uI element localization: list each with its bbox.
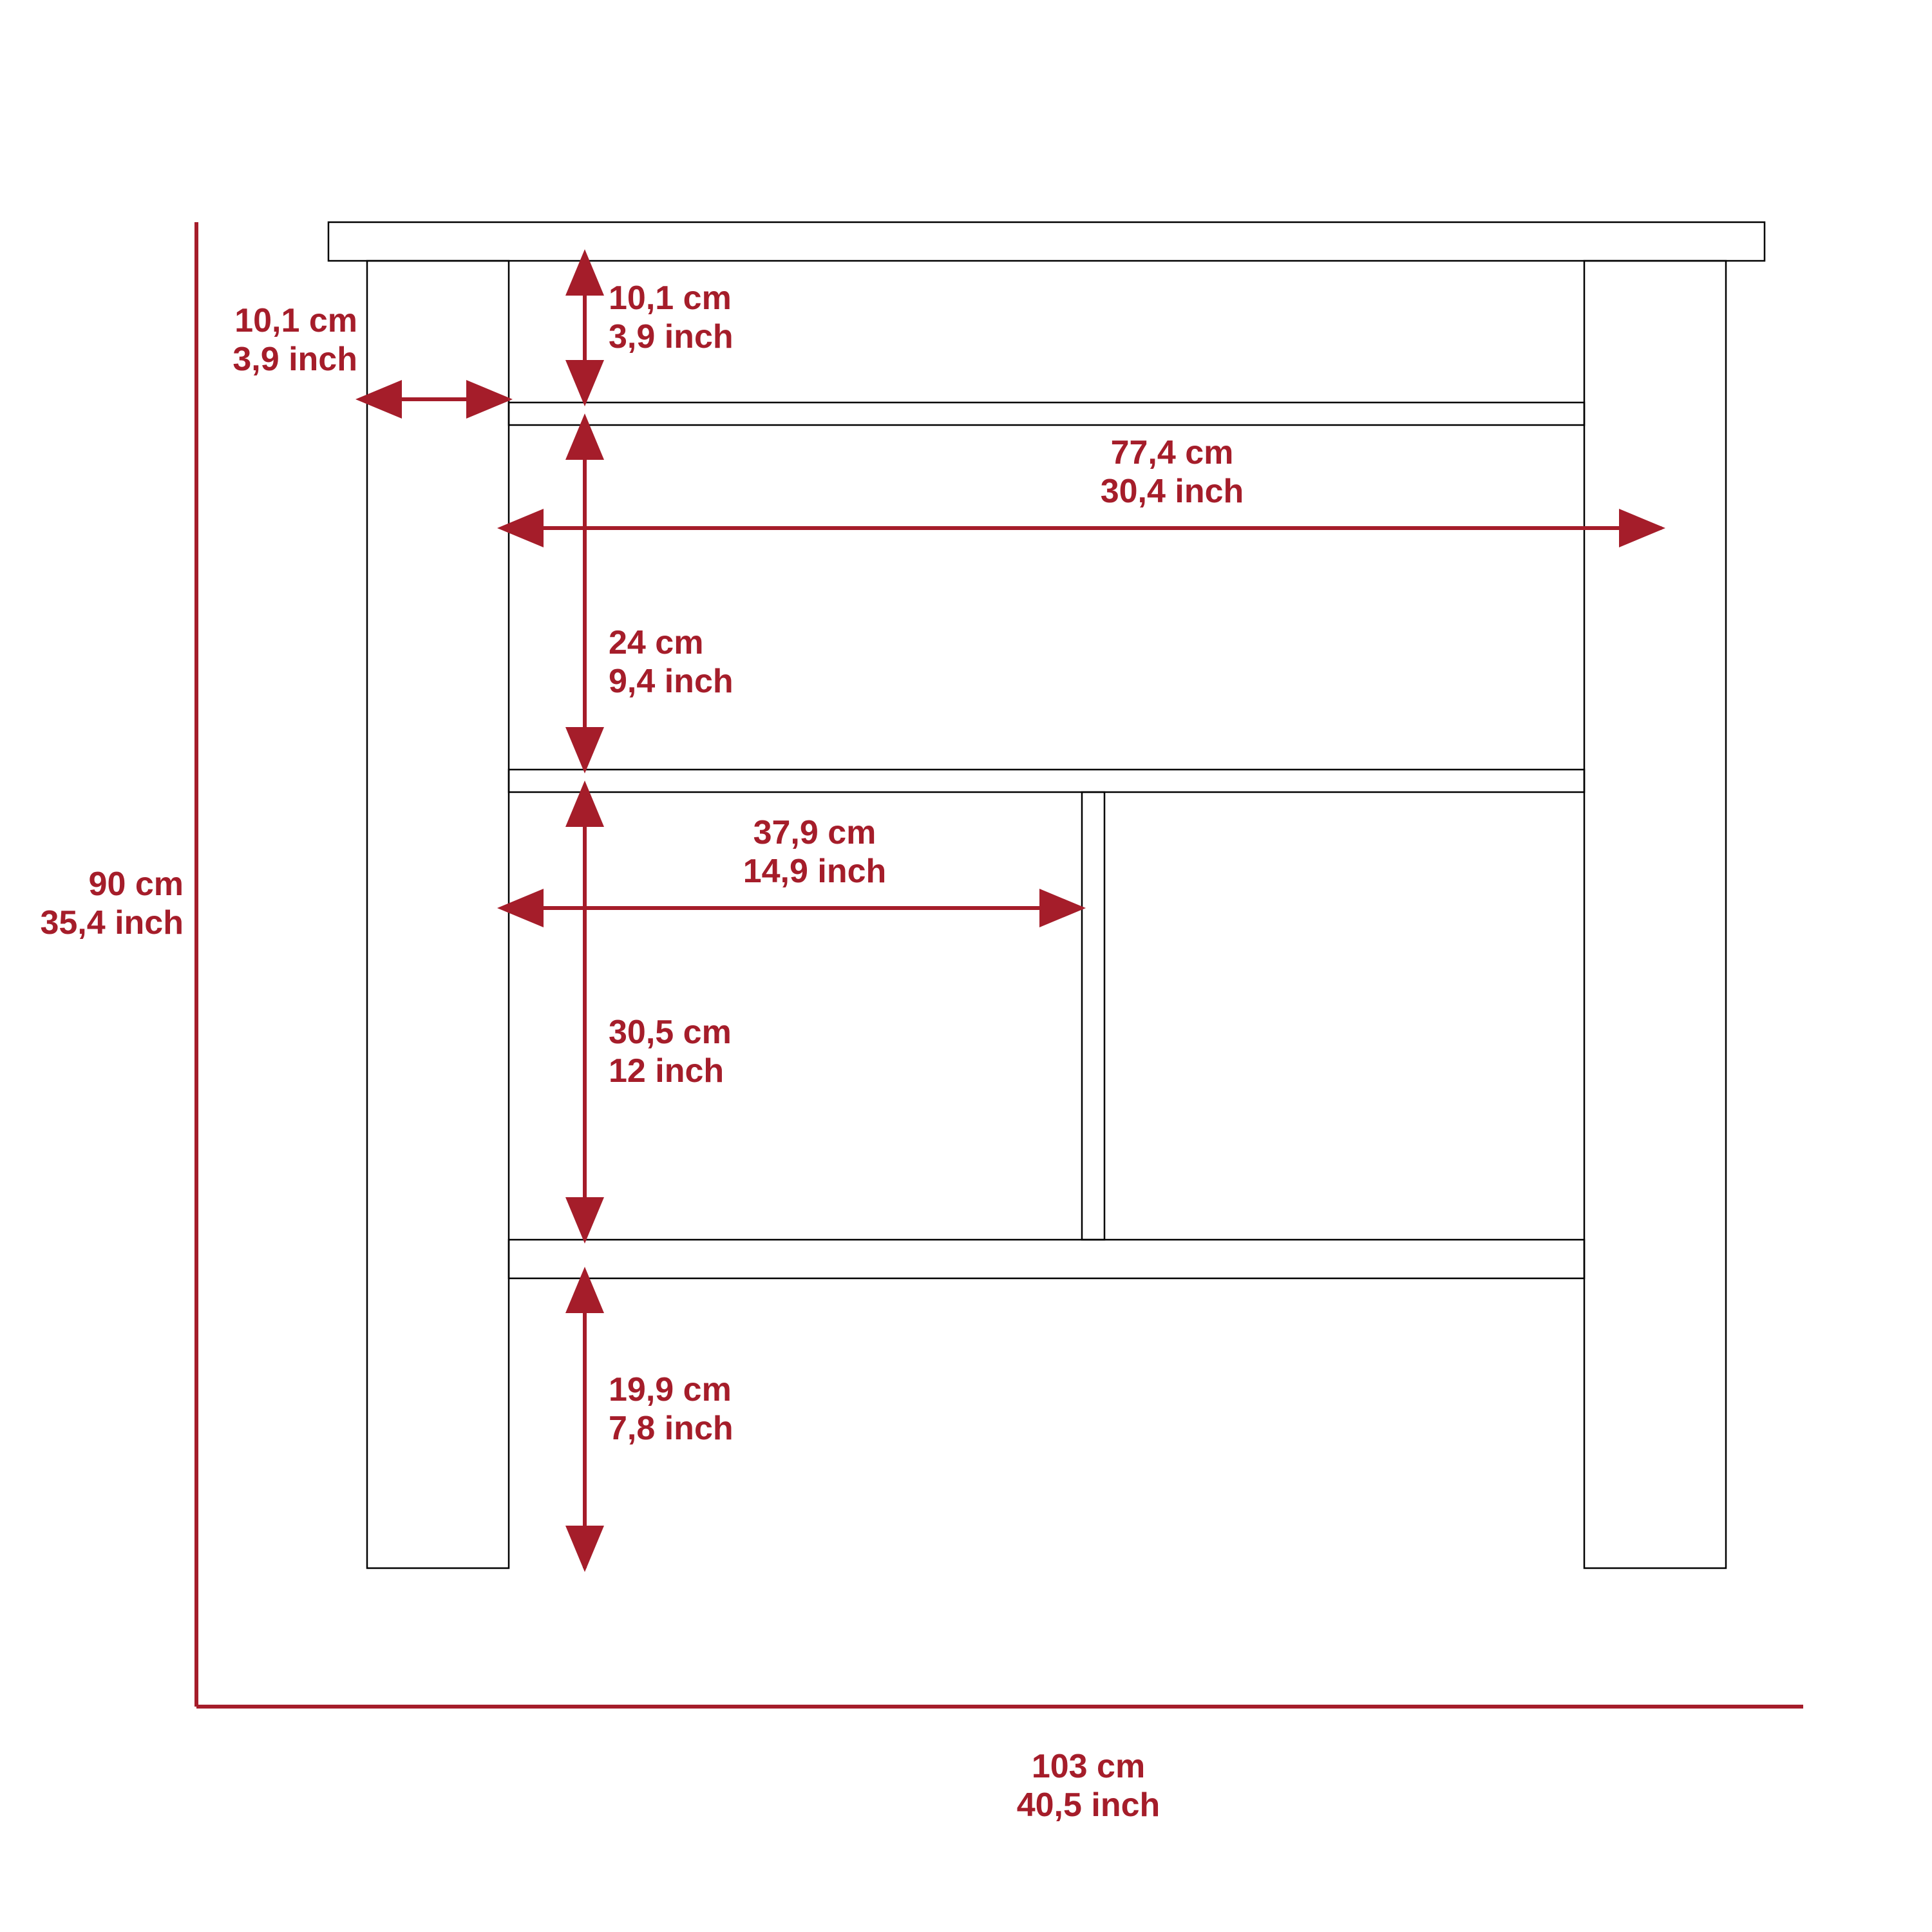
dim-top-gap-inch: 3,9 inch bbox=[609, 318, 734, 355]
dim-middle-opening-cm: 30,5 cm bbox=[609, 1014, 732, 1051]
furniture-dimension-diagram: 90 cm 35,4 inch 103 cm 40,5 inch 10,1 cm… bbox=[0, 0, 1932, 1932]
dim-left-compartment-inch: 14,9 inch bbox=[743, 853, 887, 890]
dim-overall-width-inch: 40,5 inch bbox=[1017, 1786, 1160, 1824]
dim-overall-height-cm: 90 cm bbox=[89, 866, 184, 903]
dim-overall-height-inch: 35,4 inch bbox=[40, 904, 184, 942]
furniture-outline bbox=[328, 222, 1765, 1568]
dim-top-gap-cm: 10,1 cm bbox=[609, 279, 732, 317]
dim-post-width-inch: 3,9 inch bbox=[232, 341, 357, 378]
dim-post-width-cm: 10,1 cm bbox=[234, 302, 357, 339]
dim-upper-opening-cm: 24 cm bbox=[609, 624, 703, 661]
dim-overall-width-cm: 103 cm bbox=[1032, 1748, 1145, 1785]
dim-inner-width-inch: 30,4 inch bbox=[1101, 473, 1244, 510]
dim-inner-width-cm: 77,4 cm bbox=[1111, 434, 1234, 471]
dim-left-compartment-cm: 37,9 cm bbox=[753, 814, 876, 851]
dim-leg-height-inch: 7,8 inch bbox=[609, 1410, 734, 1447]
dim-middle-opening-inch: 12 inch bbox=[609, 1052, 724, 1090]
dim-upper-opening-inch: 9,4 inch bbox=[609, 663, 734, 700]
dim-leg-height-cm: 19,9 cm bbox=[609, 1371, 732, 1408]
